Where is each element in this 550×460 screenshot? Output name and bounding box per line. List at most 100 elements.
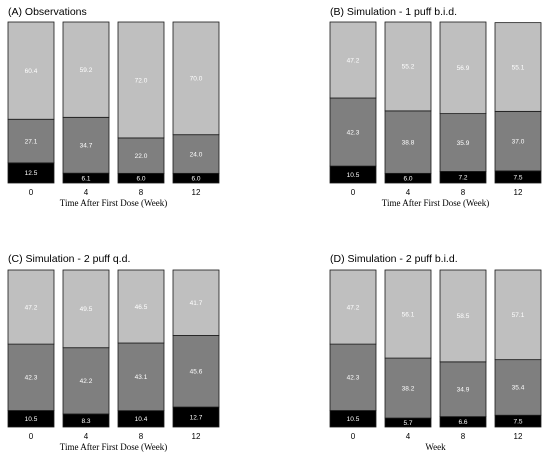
bar-segment	[117, 269, 165, 344]
data-label: 38.2	[402, 385, 415, 392]
panel-title: (B) Simulation - 1 puff b.i.d.	[330, 6, 457, 18]
data-label: 45.6	[190, 369, 203, 376]
bar-segment	[117, 21, 165, 139]
x-tick-label: 8	[139, 432, 144, 441]
data-label: 34.9	[457, 387, 470, 394]
data-label: 35.9	[457, 140, 470, 147]
data-label: 6.0	[403, 175, 412, 182]
x-axis-title: Time After First Dose (Week)	[382, 198, 489, 208]
data-label: 47.2	[347, 57, 360, 64]
x-tick-label: 4	[406, 432, 411, 441]
data-label: 7.5	[513, 418, 522, 425]
x-tick-label: 12	[192, 188, 201, 197]
data-label: 49.5	[80, 306, 93, 313]
data-label: 10.5	[347, 172, 360, 179]
data-label: 55.2	[402, 64, 415, 71]
data-label: 58.5	[457, 313, 470, 320]
data-label: 42.2	[80, 378, 93, 385]
x-tick-label: 0	[29, 432, 34, 441]
data-label: 41.7	[190, 300, 203, 307]
bar-segment	[329, 21, 377, 99]
data-label: 10.5	[347, 416, 360, 423]
bar-segment	[384, 269, 432, 359]
bar-segment	[7, 118, 55, 164]
bar-segment	[494, 359, 542, 416]
data-label: 56.9	[457, 65, 470, 72]
x-tick-label: 0	[351, 188, 356, 197]
bar-segment	[172, 269, 220, 336]
data-label: 6.6	[458, 419, 467, 426]
x-tick-label: 0	[29, 188, 34, 197]
data-label: 34.7	[80, 143, 93, 150]
bar-segment	[7, 21, 55, 120]
x-tick-label: 8	[461, 188, 466, 197]
data-label: 10.4	[135, 416, 148, 423]
data-label: 10.5	[25, 416, 38, 423]
x-tick-label: 4	[84, 188, 89, 197]
data-label: 12.5	[25, 170, 38, 177]
bar-segment	[117, 137, 165, 174]
bar-segment	[117, 342, 165, 412]
bar-segment	[172, 21, 220, 136]
data-label: 37.0	[512, 138, 525, 145]
x-tick-label: 8	[139, 188, 144, 197]
x-tick-label: 12	[514, 188, 523, 197]
bar-segment	[62, 347, 110, 415]
bar-segment	[384, 110, 432, 174]
x-tick-label: 8	[461, 432, 466, 441]
data-label: 35.4	[512, 385, 525, 392]
bar-segment	[329, 97, 377, 167]
bar-segment	[7, 269, 55, 345]
x-axis-title: Time After First Dose (Week)	[60, 442, 167, 452]
data-label: 5.7	[403, 420, 412, 427]
bar-segment	[384, 357, 432, 419]
bar-segment	[329, 269, 377, 345]
data-label: 46.5	[135, 304, 148, 311]
bar-segment	[172, 335, 220, 408]
data-label: 43.1	[135, 374, 148, 381]
data-label: 7.5	[513, 174, 522, 181]
x-tick-label: 12	[514, 432, 523, 441]
bar-segment	[439, 269, 487, 363]
panel-title: (D) Simulation - 2 puff b.i.d.	[330, 253, 458, 265]
data-label: 6.0	[136, 175, 145, 182]
data-label: 56.1	[402, 311, 415, 318]
bar-segment	[494, 110, 542, 172]
data-label: 6.0	[191, 175, 200, 182]
data-label: 55.1	[512, 64, 525, 71]
bar-segment	[62, 269, 110, 349]
data-label: 70.0	[190, 76, 203, 83]
data-label: 12.7	[190, 414, 203, 421]
bar-segment	[494, 269, 542, 361]
x-axis-title: Time After First Dose (Week)	[60, 198, 167, 208]
bar-segment	[384, 21, 432, 112]
data-label: 42.3	[25, 375, 38, 382]
data-label: 38.8	[402, 139, 415, 146]
data-label: 47.2	[25, 304, 38, 311]
x-tick-label: 12	[192, 432, 201, 441]
panel-title: (A) Observations	[8, 6, 87, 18]
data-label: 7.2	[458, 175, 467, 182]
bar-segment	[62, 21, 110, 118]
data-label: 24.0	[190, 151, 203, 158]
x-axis-title: Week	[425, 442, 446, 452]
data-label: 42.3	[347, 129, 360, 136]
panel-title: (C) Simulation - 2 puff q.d.	[8, 253, 130, 265]
x-tick-label: 4	[406, 188, 411, 197]
data-label: 6.1	[81, 175, 90, 182]
data-label: 22.0	[135, 153, 148, 160]
x-tick-label: 4	[84, 432, 89, 441]
x-tick-label: 0	[351, 432, 356, 441]
data-label: 42.3	[347, 375, 360, 382]
data-label: 59.2	[80, 67, 93, 74]
bar-segment	[329, 343, 377, 411]
data-label: 8.3	[81, 418, 90, 425]
data-label: 47.2	[347, 304, 360, 311]
bar-segment	[439, 21, 487, 115]
data-label: 72.0	[135, 77, 148, 84]
bar-segment	[62, 116, 110, 174]
data-label: 60.4	[25, 68, 38, 75]
bar-segment	[494, 22, 542, 112]
